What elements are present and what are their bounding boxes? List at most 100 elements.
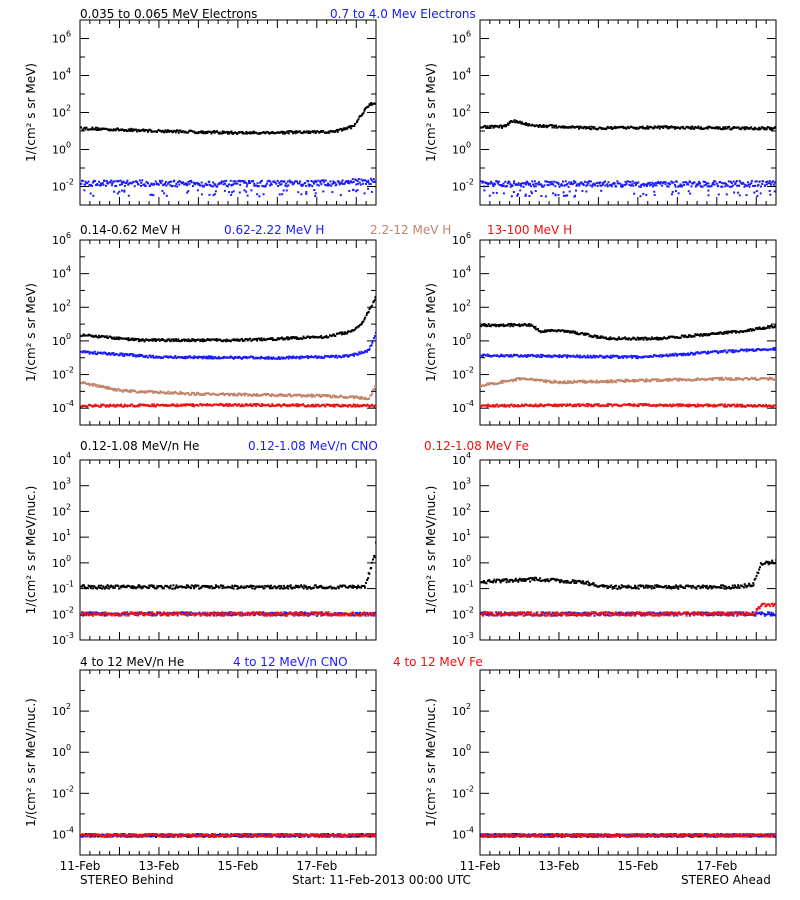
data-point <box>122 390 125 393</box>
data-point <box>214 338 217 341</box>
data-point <box>215 130 218 133</box>
data-point <box>269 587 271 590</box>
data-point <box>615 126 618 129</box>
data-point <box>509 185 512 188</box>
data-point <box>323 356 325 359</box>
data-point <box>645 380 648 383</box>
data-point <box>502 182 505 185</box>
data-point <box>772 347 775 349</box>
data-point <box>284 357 287 360</box>
data-point <box>92 194 95 197</box>
data-point <box>706 185 709 188</box>
data-point <box>184 586 186 589</box>
data-point <box>124 586 127 589</box>
data-point <box>99 385 102 388</box>
data-point <box>142 403 145 406</box>
data-point <box>656 182 659 184</box>
data-point <box>687 352 689 355</box>
data-point <box>274 339 277 341</box>
row-headers: 0.035 to 0.065 MeV Electrons 0.7 to 4.0 M… <box>80 7 572 669</box>
data-point <box>620 126 623 129</box>
data-point <box>746 330 749 333</box>
data-point <box>268 357 271 360</box>
data-point <box>278 337 281 340</box>
data-point <box>711 379 714 381</box>
data-point <box>268 132 271 135</box>
data-point <box>518 378 521 381</box>
data-point <box>630 338 632 341</box>
data-point <box>352 403 355 406</box>
data-point <box>775 346 776 349</box>
data-point <box>375 102 376 105</box>
data-point <box>280 180 282 183</box>
data-point <box>596 335 599 337</box>
data-point <box>230 586 233 589</box>
data-point <box>203 392 206 395</box>
series-black <box>480 119 776 131</box>
data-point <box>95 184 97 187</box>
data-point <box>204 404 207 406</box>
data-point <box>527 124 530 127</box>
data-point <box>492 126 495 129</box>
data-point <box>587 333 590 336</box>
data-point <box>266 356 269 359</box>
data-point <box>596 337 599 339</box>
data-point <box>625 127 628 130</box>
data-point <box>541 379 544 382</box>
data-point <box>747 405 750 407</box>
data-point <box>524 122 527 125</box>
data-point <box>689 126 692 129</box>
data-point <box>726 351 729 354</box>
data-point <box>182 181 185 184</box>
data-point <box>309 130 312 133</box>
data-point <box>502 192 505 195</box>
data-point <box>301 183 303 186</box>
data-point <box>371 339 374 342</box>
data-point <box>99 182 102 185</box>
data-point <box>140 184 142 187</box>
data-point <box>228 356 231 359</box>
data-point <box>223 189 226 192</box>
data-point <box>624 378 627 381</box>
data-point <box>775 180 776 183</box>
data-point <box>232 190 235 193</box>
data-point <box>596 185 599 187</box>
data-point <box>549 183 552 186</box>
data-point <box>325 394 328 396</box>
data-point <box>574 403 577 406</box>
data-point <box>114 129 117 132</box>
data-point <box>184 404 187 407</box>
data-point <box>511 184 514 187</box>
data-point <box>190 393 193 396</box>
data-point <box>352 181 355 183</box>
data-point <box>335 129 338 131</box>
data-point <box>600 336 603 339</box>
data-point <box>652 355 654 358</box>
data-point <box>184 357 187 360</box>
data-point <box>256 182 259 185</box>
series-tan <box>480 376 776 388</box>
data-point <box>502 185 505 187</box>
data-point <box>481 353 484 356</box>
data-point <box>582 379 585 382</box>
data-point <box>565 405 568 407</box>
data-point <box>372 301 375 304</box>
data-point <box>233 182 236 185</box>
data-point <box>139 355 142 357</box>
data-point <box>635 338 638 341</box>
data-point <box>369 177 372 180</box>
data-point <box>159 180 162 183</box>
data-point <box>680 403 683 406</box>
data-point <box>757 183 760 186</box>
data-point <box>145 354 148 357</box>
data-point <box>495 191 498 194</box>
data-point <box>208 586 211 588</box>
data-point <box>168 404 171 407</box>
data-point <box>201 338 204 341</box>
data-point <box>723 331 726 333</box>
data-point <box>755 405 758 408</box>
data-point <box>495 325 497 328</box>
data-point <box>766 180 769 183</box>
data-point <box>312 131 315 134</box>
